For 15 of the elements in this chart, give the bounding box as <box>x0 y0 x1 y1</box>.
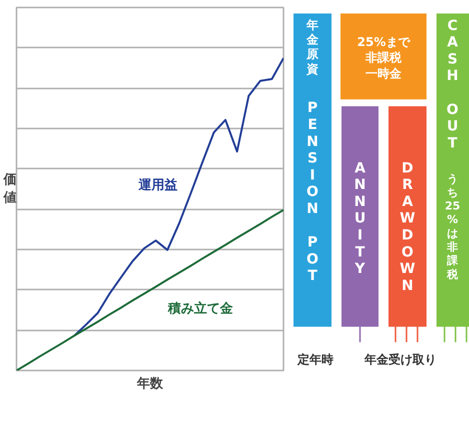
text: ANNUITY <box>354 160 366 278</box>
x-axis-title: 年数 <box>136 376 164 392</box>
text: うち25%は非課税 <box>444 172 460 281</box>
text: 年金原資 <box>306 18 320 76</box>
series-label: 運用益 <box>138 178 178 193</box>
text: 年金受け取り <box>364 352 436 366</box>
text: 定年時 <box>296 352 334 366</box>
text: 一時金 <box>366 66 402 81</box>
text: CASH OUT <box>446 18 458 152</box>
text: 25%まで <box>357 34 411 49</box>
series-label: 積み立て金 <box>167 300 234 316</box>
y-axis-title: 価値 <box>2 172 16 206</box>
text: DRAWDOWN <box>400 160 416 294</box>
text: PENSION POT <box>306 100 318 284</box>
text: 非課税 <box>364 50 402 64</box>
